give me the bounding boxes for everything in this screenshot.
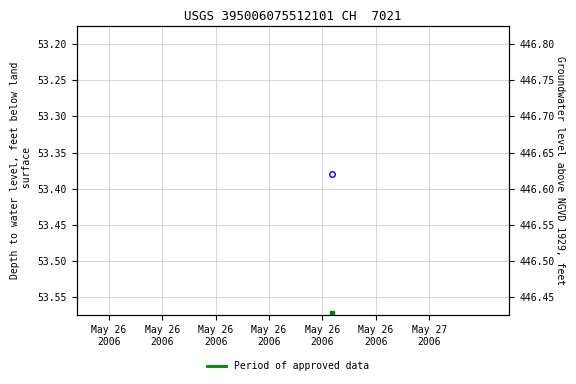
Y-axis label: Groundwater level above NGVD 1929, feet: Groundwater level above NGVD 1929, feet <box>555 56 566 285</box>
Title: USGS 395006075512101 CH  7021: USGS 395006075512101 CH 7021 <box>184 10 402 23</box>
Y-axis label: Depth to water level, feet below land
 surface: Depth to water level, feet below land su… <box>10 62 32 280</box>
Legend: Period of approved data: Period of approved data <box>203 358 373 375</box>
